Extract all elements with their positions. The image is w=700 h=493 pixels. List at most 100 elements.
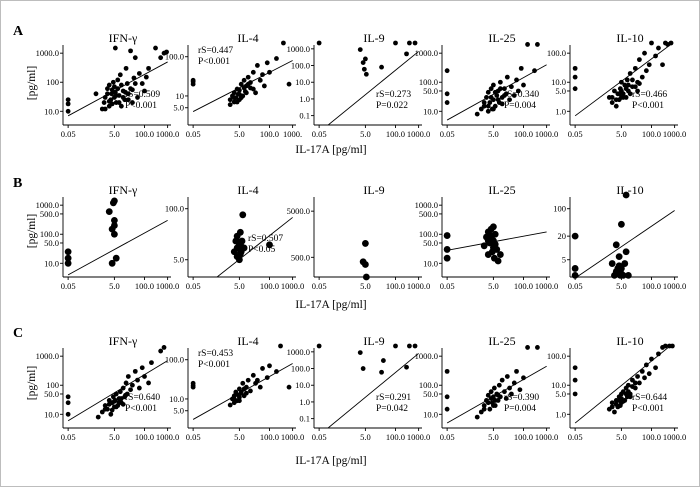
panel-c-il-10-point-23 [642, 375, 647, 381]
panel-c-ifn-gamma-point-25 [132, 368, 138, 374]
panel-a-il-4-point-21 [254, 63, 260, 68]
panel-b-il-25-y-tick-label-4: 1000.0 [415, 200, 438, 210]
panel-b-il-25-y-tick-label-0: 10.0 [423, 258, 438, 268]
panel-a-ifn-gamma-point-30 [129, 100, 135, 105]
panel-b-il-9-x-tick-label-1: 5.0 [360, 281, 371, 291]
panel-b-il-10-dense-point-0 [612, 268, 620, 275]
panel-c-il-25-dense-point-1 [485, 400, 491, 406]
panel-c-ifn-gamma-dense-point-6 [118, 396, 124, 401]
panel-c-il-10-dense-point-7 [627, 394, 633, 400]
panel-c-ifn-gamma-x-tick-label-1: 5.0 [109, 432, 120, 442]
panel-c-ifn-gamma: IFN-γ0.05 5.0 100.0 1000.010.050.01001000.0… [36, 334, 180, 442]
panel-a-il-9-x-tick-label-2: 100.0 [386, 129, 405, 139]
panel-c-il-4-point-2 [190, 383, 196, 388]
panel-a-ifn-gamma-dense-point-6 [116, 100, 122, 105]
panel-c-il-25-point-0 [444, 368, 450, 374]
panel-c-il-9-point-4 [380, 358, 386, 363]
panel-b-il-4-point-7 [236, 228, 244, 236]
panel-c-ifn-gamma-point-23 [128, 387, 133, 393]
panel-c-il-4-x-tick-label-2: 100.0 [260, 432, 279, 442]
panel-b-il-10-point-15 [624, 271, 632, 279]
panel-c-il-10-dense-point-1 [613, 401, 619, 407]
panel-c-il-10-point-28 [656, 351, 661, 357]
panel-a-il-10-point-6 [613, 103, 619, 109]
panel-b-il-25-dense-point-1 [487, 232, 495, 239]
panel-a-il-4-x-tick-label-0: 0.05 [186, 129, 201, 139]
panel-a-il-10-point-0 [572, 74, 578, 80]
panel-c-il-4-point-25 [278, 343, 283, 349]
panel-b-ifn-gamma-fit-line [67, 219, 168, 276]
panel-b-il-10-x-tick-label-2: 100.0 [642, 281, 661, 291]
panel-a-il-10-dense-point-7 [627, 91, 633, 97]
panel-c-il-25-point-5 [481, 403, 487, 408]
panel-a-ifn-gamma-dense-point-11 [129, 87, 135, 93]
panel-c-il-25-point-1 [444, 394, 450, 400]
panel-c-il-9-y-tick-label-2: 10.0 [295, 380, 310, 390]
panel-b-il-4-dense-point-2 [236, 250, 244, 258]
panel-b-ifn-gamma-y-tick-label-4: 1000.0 [36, 200, 59, 210]
panel-b-ifn-gamma-y-tick-label-0: 10.0 [44, 258, 59, 268]
panel-a-il-10-point-21 [636, 57, 642, 63]
panel-a-il-4-point-12 [238, 81, 244, 87]
panel-a-il-9-point-9 [407, 40, 412, 46]
panel-a-il-4-point-24 [261, 83, 267, 89]
panel-c-il-25-x-tick-label-2: 100.0 [514, 432, 533, 442]
row-label-c: C [13, 326, 23, 341]
panel-c-il-10-x-tick-label-2: 100.0 [642, 432, 661, 442]
panel-a-il-10-y-tick-label-3: 100.0 [547, 48, 566, 58]
panel-a-ifn-gamma-point-13 [110, 79, 116, 85]
panel-a-il-9: IL-90.05 5.0 100.0 1000.00.11.010.0100.0100… [287, 31, 431, 139]
panel-a-il-25-point-30 [532, 68, 537, 74]
panel-c-il-25-y-tick-label-1: 50.0 [423, 389, 438, 399]
panel-b-il-10-y-tick-label-1: 20 [558, 231, 567, 241]
panel-c-il-4-point-3 [227, 402, 233, 408]
panel-b-il-4-point-10 [239, 211, 247, 219]
panel-a-il-9-annotation-1: P=0.022 [376, 101, 408, 111]
panel-c-il-4-y-tick-label-0: 5.0 [173, 406, 184, 416]
panel-b-ifn-gamma-y-tick-label-1: 50.0 [44, 238, 59, 248]
panel-b-il-10-dense-point-1 [615, 262, 623, 270]
panel-a-il-10-dense-point-8 [630, 77, 635, 83]
panel-a-il-4-point-25 [264, 60, 270, 66]
panel-a-il-25-dense-point-8 [499, 101, 505, 107]
panel-a-il-10-point-5 [612, 88, 617, 94]
panel-b-ifn-gamma-x-tick-label-1: 5.0 [109, 281, 120, 291]
panel-c-il-4-title: IL-4 [237, 334, 258, 348]
panel-b-il-4-annotation-1: P<0.05 [248, 245, 276, 255]
panel-c-il-25-point-20 [503, 396, 509, 401]
panel-c-il-25-y-tick-label-3: 1000.0 [415, 351, 438, 361]
panel-a-ifn-gamma-point-5 [101, 100, 107, 105]
panel-c-il-9-y-tick-label-1: 1.0 [299, 397, 310, 407]
panel-a-ifn-gamma-point-36 [142, 88, 147, 94]
panel-b-il-25-point-0 [443, 232, 451, 239]
panel-c-ifn-gamma-point-13 [113, 391, 119, 397]
panel-c-il-25-point-18 [499, 377, 505, 383]
panel-c-il-4-dense-point-0 [231, 396, 237, 402]
panel-a-il-4-point-11 [236, 87, 242, 93]
panel-b-il-4-y-tick-label-1: 100.0 [165, 204, 184, 214]
panel-c-ifn-gamma-point-20 [123, 380, 129, 386]
panel-a-ifn-gamma-point-11 [109, 91, 115, 97]
panel-c-ifn-gamma-point-27 [136, 385, 142, 391]
panel-a-il-25-dense-point-0 [478, 106, 484, 112]
row-label-b: B [13, 176, 22, 191]
panel-a-ifn-gamma-point-31 [131, 75, 137, 81]
panel-c-il-4-point-17 [250, 372, 256, 378]
panel-c-il-25-x-tick-label-3: 1000.0 [535, 432, 558, 442]
panel-a-il-25-y-tick-label-0: 10.0 [423, 106, 438, 116]
panel-a-il-25-point-6 [485, 89, 491, 95]
panel-c-il-4-dense-point-3 [238, 389, 244, 395]
panel-c-ifn-gamma-point-3 [95, 414, 101, 420]
panel-c-il-25-point-28 [525, 345, 530, 350]
panel-a-ifn-gamma-point-8 [106, 82, 112, 88]
panel-a-il-4-point-29 [286, 81, 292, 87]
panel-a-ifn-gamma-dense-point-10 [125, 97, 131, 103]
panel-a-ifn-gamma-point-25 [123, 65, 129, 71]
panels: IFN-γ0.05 5.0 100.0 1000.010.01001000.0rS=0… [36, 31, 687, 442]
panel-a-il-10-point-4 [609, 100, 615, 105]
panel-c-il-10-point-32 [669, 343, 675, 349]
panel-a-il-9-point-1 [357, 47, 363, 53]
panel-c-il-10-point-5 [612, 409, 617, 415]
panel-a-il-10-x-tick-label-2: 100.0 [642, 129, 661, 139]
panel-a-il-4-point-26 [267, 69, 272, 75]
